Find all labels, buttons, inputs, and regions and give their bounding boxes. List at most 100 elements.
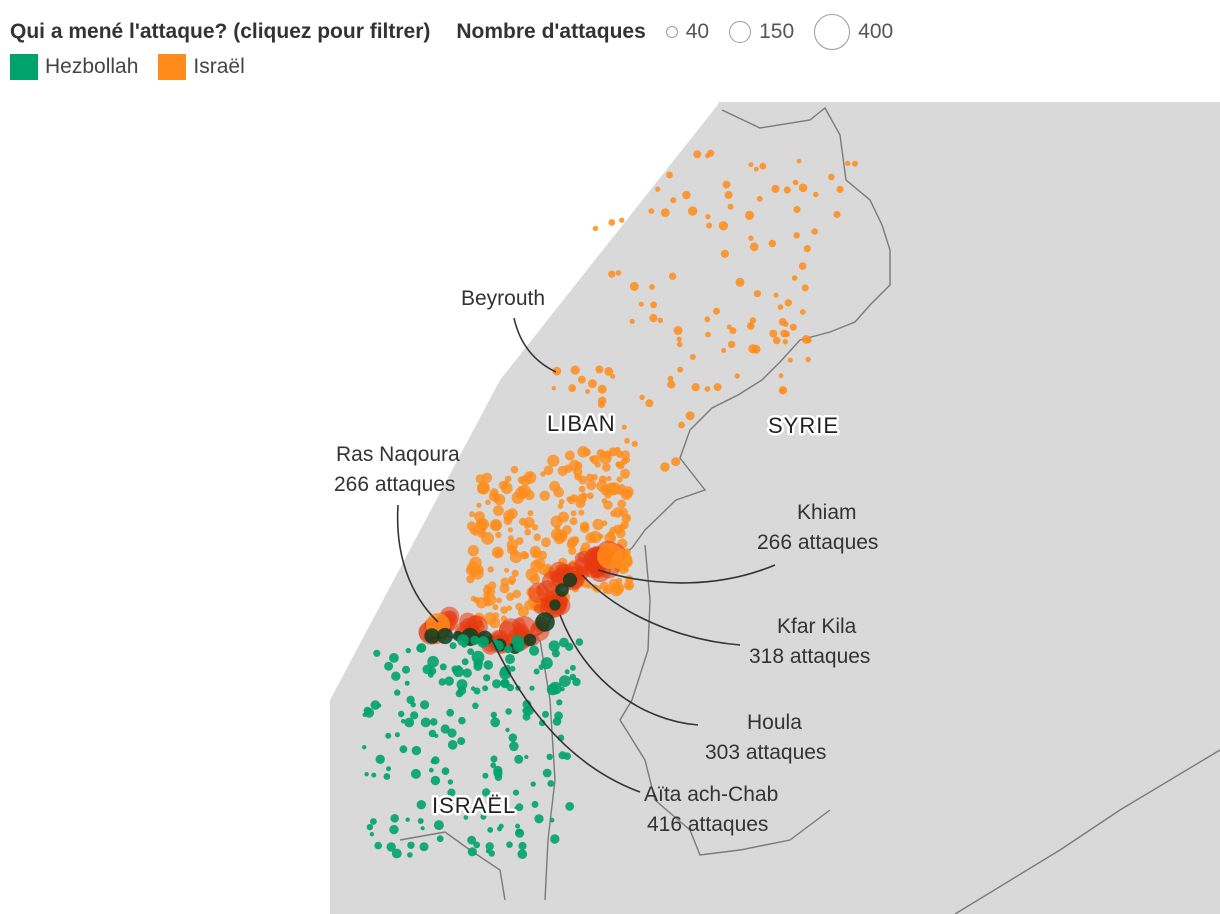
israel-attack-point [778,373,784,379]
israel-attack-point [547,454,560,467]
israel-attack-point [465,565,476,576]
hezbollah-attack-point [394,732,400,738]
hezbollah-attack-point [449,642,457,650]
israel-attack-point [705,153,710,159]
israel-attack-point [718,221,729,231]
hezbollah-attack-point [463,815,469,820]
israel-attack-point [705,214,711,220]
israel-attack-point [564,450,575,461]
israel-attack-point [811,228,818,235]
israel-attack-point [476,481,490,495]
israel-attack-point [744,210,755,220]
israel-attack-point [466,575,475,584]
israel-attack-point [577,375,586,384]
israel-attack-point [629,282,639,291]
lebanon-land [330,102,1220,914]
country-label-lebanon: LIBAN [547,411,616,436]
hezbollah-attack-point [540,657,553,670]
hezbollah-attack-point [420,826,425,831]
israel-attack-point [791,275,798,281]
israel-attack-point [803,245,811,253]
israel-attack-point [624,437,630,444]
hezbollah-attack-point [494,773,503,781]
israel-attack-point [693,150,702,159]
israel-attack-point [511,569,519,577]
hezbollah-attack-point [517,849,528,859]
israel-attack-point [612,507,623,518]
hezbollah-attack-point [389,824,399,835]
israel-attack-point [569,459,581,471]
hezbollah-hotspot-point [555,583,569,597]
israel-attack-point [550,528,564,541]
israel-attack-point [523,517,535,528]
israel-attack-point [787,357,793,363]
hezbollah-attack-point [461,658,469,666]
hezbollah-attack-point [515,803,524,812]
hezbollah-attack-point [371,772,377,778]
hezbollah-attack-point [488,850,496,857]
hezbollah-attack-point [529,645,540,656]
israel-attack-point [783,186,791,194]
hezbollah-attack-point [402,665,410,674]
hezbollah-attack-point [490,711,497,719]
hezbollah-attack-point [447,779,454,785]
israel-attack-point [749,317,757,324]
hezbollah-attack-point [430,775,441,786]
israel-attack-point [705,331,711,338]
israel-attack-point [601,520,608,527]
filter-hezbollah-button[interactable]: Hezbollah [10,54,138,80]
leader-khiam [597,564,776,584]
israel-attack-point [676,341,683,348]
israel-attack-point [631,440,638,447]
hezbollah-attack-point [533,668,540,675]
hezbollah-attack-point [444,676,454,686]
israel-attack-point [805,337,812,344]
hezbollah-attack-point [575,638,584,646]
hezbollah-hotspot-point [424,628,440,644]
hezbollah-attack-point [366,823,374,831]
label-houla-count: 303 attaques [705,741,826,764]
hezbollah-attack-point [547,780,555,787]
israel-attack-point [597,396,607,406]
israel-attack-point [777,304,784,310]
israel-attack-point [851,160,858,167]
israel-attack-point [490,519,502,531]
hezbollah-attack-point [471,650,485,664]
israel-attack-point [748,162,754,168]
hezbollah-attack-point [538,719,546,727]
hezbollah-attack-point [490,717,501,728]
israel-attack-point [511,491,524,504]
size-legend-40-label: 40 [685,20,710,43]
hezbollah-attack-point [363,706,372,715]
hezbollah-attack-point [508,733,518,742]
israel-attack-point [541,537,551,548]
israel-attack-point [608,578,620,590]
israel-attack-point [798,262,807,270]
israel-attack-point [607,482,621,496]
israel-attack-point [845,160,851,166]
label-khiam-count: 266 attaques [757,531,878,554]
hezbollah-hotspot-point [436,627,454,645]
hezbollah-attack-point [399,745,408,754]
israel-attack-point [691,383,700,392]
israel-attack-point [608,219,616,226]
hezbollah-attack-point [417,818,424,824]
israel-attack-point [493,505,504,516]
israel-attack-point [793,205,801,214]
israel-attack-point [566,539,577,550]
hezbollah-attack-point [546,753,553,760]
israel-attack-point [473,596,480,604]
hezbollah-attack-point [447,788,456,797]
israel-attack-point [586,480,597,491]
size-title: Nombre d'attaques [456,20,646,43]
israel-attack-point [789,323,797,331]
leader-ras-naqoura [396,504,439,623]
hezbollah-attack-point [569,664,576,671]
israel-attack-point [769,329,778,338]
hezbollah-attack-point [505,727,510,733]
israel-attack-point [673,326,683,335]
filter-israel-button[interactable]: Israël [158,54,245,80]
hezbollah-attack-point [473,841,481,849]
israel-attack-point [533,533,541,542]
